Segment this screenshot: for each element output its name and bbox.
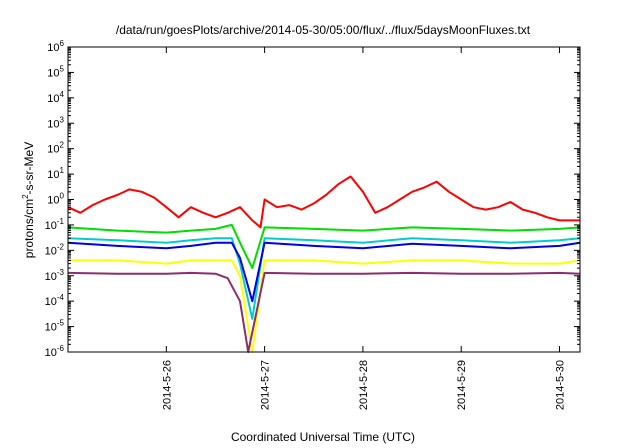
plot-frame <box>67 46 581 353</box>
x-tick-label: 2014-5-27 <box>260 360 272 410</box>
y-tick-label: 101 <box>47 166 64 181</box>
series-line-6 <box>67 271 581 353</box>
y-tick-label: 100 <box>47 192 64 207</box>
x-tick-label: 2014-5-26 <box>161 360 173 410</box>
y-axis: 10-6 10-5 10-4 10-3 10-2 10-1 100 101 102 103 104 1… <box>45 39 580 359</box>
y-axis-title: protons/cm2-s-sr-MeV <box>21 142 36 258</box>
chart-title: /data/run/goesPlots/archive/2014-05-30/0… <box>116 23 531 37</box>
x-tick-label: 2014-5-29 <box>456 360 468 410</box>
y-tick-label: 10-2 <box>45 242 65 257</box>
y-tick-label: 104 <box>47 90 64 105</box>
y-tick-label: 103 <box>47 115 64 130</box>
x-tick-label: 2014-5-28 <box>358 360 370 410</box>
y-tick-label: 10-6 <box>45 344 65 359</box>
y-tick-label: 10-4 <box>45 293 65 308</box>
x-axis: 2014-5-26 2014-5-27 2014-5-28 2014-5-29 2014… <box>161 47 567 410</box>
x-tick-label: 2014-5-30 <box>555 360 567 410</box>
y-tick-label: 10-5 <box>45 319 65 334</box>
series-line-3 <box>67 237 581 320</box>
series-line-1 <box>67 175 580 229</box>
series-line-2 <box>67 223 581 270</box>
series-line-4 <box>67 241 581 303</box>
x-axis-title: Coordinated Universal Time (UTC) <box>231 430 415 444</box>
y-tick-label: 105 <box>47 64 64 79</box>
y-tick-label: 10-1 <box>45 217 65 232</box>
y-tick-label: 10-3 <box>45 268 65 283</box>
y-tick-label: 106 <box>47 39 64 54</box>
y-tick-label: 102 <box>47 141 64 156</box>
series-layer <box>67 175 581 353</box>
